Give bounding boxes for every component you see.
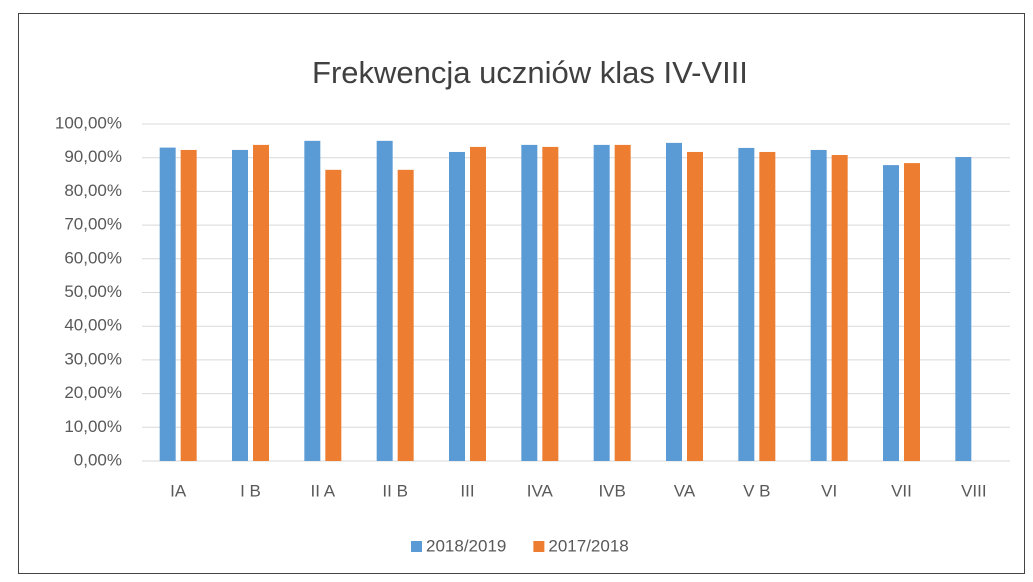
y-tick-label: 40,00% xyxy=(64,316,122,335)
x-tick-label: II A xyxy=(311,481,336,500)
x-tick-label: VII xyxy=(891,481,912,500)
bar xyxy=(738,147,755,461)
y-tick-label: 60,00% xyxy=(64,248,122,267)
chart-title: Frekwencja uczniów klas IV-VIII xyxy=(312,55,748,90)
x-tick-label: V B xyxy=(743,481,770,500)
y-tick-label: 70,00% xyxy=(64,215,122,234)
bar xyxy=(687,151,703,461)
bar xyxy=(831,155,848,461)
bar xyxy=(883,165,899,461)
bar xyxy=(810,149,827,461)
y-tick-label: 20,00% xyxy=(64,383,122,402)
bar xyxy=(449,151,465,461)
bar xyxy=(159,147,176,461)
chart-border xyxy=(18,13,1025,574)
bar xyxy=(593,144,610,462)
bar xyxy=(232,149,248,461)
x-tick-label: VIII xyxy=(961,481,987,500)
x-tick-label: IVB xyxy=(598,481,625,500)
y-tick-label: 50,00% xyxy=(64,282,122,301)
x-tick-label: IVA xyxy=(527,481,554,500)
legend-label: 2017/2018 xyxy=(548,536,628,555)
bar xyxy=(759,151,776,461)
bar xyxy=(304,140,321,461)
x-tick-label: VA xyxy=(674,481,696,500)
y-tick-label: 90,00% xyxy=(64,147,122,166)
bar xyxy=(904,163,920,462)
bar xyxy=(614,144,631,462)
bar xyxy=(180,149,197,461)
legend-label: 2018/2019 xyxy=(426,536,506,555)
legend-swatch xyxy=(533,541,545,552)
x-tick-label: II B xyxy=(382,481,408,500)
y-tick-label: 10,00% xyxy=(64,417,122,436)
bar xyxy=(542,146,559,461)
y-tick-label: 80,00% xyxy=(64,181,122,200)
bar xyxy=(470,146,486,461)
legend-swatch xyxy=(411,541,422,552)
y-tick-label: 0,00% xyxy=(74,450,122,469)
x-tick-label: IA xyxy=(170,481,187,500)
y-tick-label: 30,00% xyxy=(64,349,122,368)
bar xyxy=(397,169,414,461)
bar xyxy=(376,140,393,461)
x-tick-label: I B xyxy=(240,481,261,500)
bar xyxy=(666,142,682,461)
bar xyxy=(521,144,538,462)
bar xyxy=(253,144,269,462)
x-tick-label: VI xyxy=(821,481,837,500)
x-tick-label: III xyxy=(460,481,474,500)
y-tick-label: 100,00% xyxy=(55,113,122,132)
bar xyxy=(955,157,972,461)
bar xyxy=(325,169,342,461)
